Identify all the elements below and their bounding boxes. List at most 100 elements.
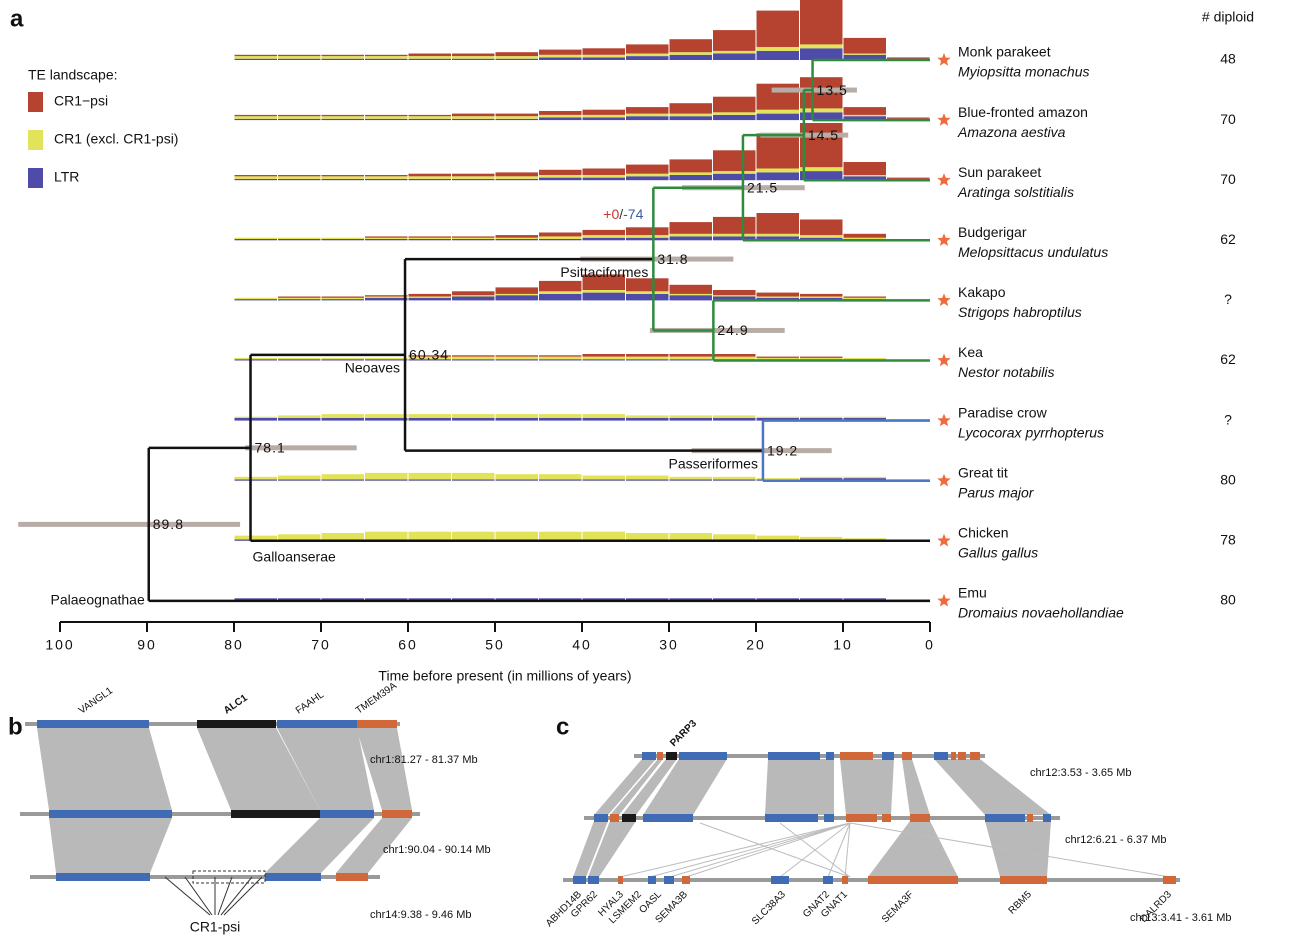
te-bar (800, 477, 843, 478)
te-bar (322, 116, 365, 119)
te-bar (235, 417, 278, 418)
te-bar (322, 56, 365, 59)
species-latin: Lycocorax pyrrhopterus (958, 424, 1104, 440)
gene-label: TMEM39A (354, 680, 399, 716)
te-bar (322, 176, 365, 179)
te-bar (278, 116, 321, 119)
te-bar (844, 358, 887, 359)
te-bar (235, 359, 278, 360)
clade-label: Palaeognathae (51, 592, 145, 608)
te-bar (670, 55, 713, 60)
te-bar (539, 355, 582, 356)
te-bar (539, 50, 582, 55)
te-bar (757, 110, 800, 114)
te-bar (844, 175, 887, 176)
te-bar (670, 52, 713, 55)
legend-title: TE landscape: (28, 67, 118, 83)
diploid-number: 62 (1220, 351, 1236, 367)
te-bar (235, 418, 278, 421)
te-bar (496, 172, 539, 176)
te-bar (887, 57, 930, 58)
te-bar (670, 294, 713, 295)
te-bar (757, 47, 800, 51)
te-bar (539, 170, 582, 175)
te-bar (496, 479, 539, 480)
gene-label: ALC1 (222, 692, 250, 716)
te-bar (670, 236, 713, 240)
te-bar (844, 107, 887, 115)
te-bar (713, 217, 756, 234)
synteny-links (37, 728, 412, 873)
annotation: +0/-74 (603, 206, 643, 222)
te-bar (452, 418, 495, 421)
node-age: 19.2 (767, 442, 798, 458)
te-bar (409, 297, 452, 298)
te-bar (278, 55, 321, 56)
te-bar (713, 418, 756, 421)
te-bar (670, 415, 713, 418)
te-bar (670, 116, 713, 120)
x-tick-label: 30 (659, 637, 679, 653)
species-latin: Parus major (958, 484, 1035, 500)
star (937, 233, 950, 246)
te-bar (409, 116, 452, 119)
te-bar (496, 116, 539, 119)
te-bar (757, 297, 800, 298)
te-bar (322, 418, 365, 421)
te-bar (539, 359, 582, 360)
star (937, 534, 950, 547)
te-bar (583, 476, 626, 480)
te-bar (757, 133, 800, 168)
te-bar (757, 293, 800, 297)
te-bar (583, 115, 626, 118)
te-bar (626, 114, 669, 117)
te-bar (713, 51, 756, 54)
te-bar (539, 236, 582, 239)
te-bar (409, 54, 452, 57)
gene-label: PARP3 (668, 718, 699, 749)
species-name: Sun parakeet (958, 164, 1041, 180)
te-bar (322, 479, 365, 480)
te-bar (278, 298, 321, 299)
te-bar (626, 227, 669, 235)
te-bar (670, 357, 713, 360)
te-bar (452, 355, 495, 356)
node-age: 78.1 (255, 440, 286, 456)
legend-label: CR1 (excl. CR1-psi) (54, 131, 178, 147)
annotation-part: +0 (603, 206, 619, 222)
te-bar (365, 473, 408, 480)
te-bar (452, 56, 495, 59)
diploid-number: 62 (1220, 231, 1236, 247)
te-bar (452, 414, 495, 418)
te-bar (844, 54, 887, 55)
te-bar (887, 118, 930, 119)
species-name: Kakapo (958, 284, 1006, 300)
te-bar (800, 0, 843, 44)
te-bar (670, 479, 713, 480)
te-bar (670, 172, 713, 175)
species-latin: Amazona aestiva (957, 124, 1066, 140)
te-bar (583, 357, 626, 360)
star (937, 173, 950, 186)
species-name: Blue-fronted amazon (958, 104, 1088, 120)
x-tick-label: 100 (45, 637, 74, 653)
te-bar (670, 359, 713, 360)
x-tick-label: 90 (137, 637, 157, 653)
te-bar (365, 175, 408, 176)
te-bar (452, 116, 495, 119)
te-bar (409, 479, 452, 480)
panel-label: a (10, 5, 24, 32)
te-bar (844, 297, 887, 298)
te-bar (322, 297, 365, 298)
te-bar (496, 238, 539, 239)
te-bar (713, 115, 756, 120)
te-bar (583, 57, 626, 60)
te-bar (322, 55, 365, 56)
te-bar (800, 537, 843, 540)
te-bar (626, 56, 669, 60)
te-bar (626, 107, 669, 114)
te-bar (452, 59, 495, 60)
te-bar (800, 167, 843, 171)
te-bar (409, 294, 452, 297)
te-bar (452, 114, 495, 117)
